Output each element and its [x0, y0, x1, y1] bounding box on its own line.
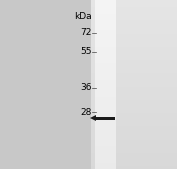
- Bar: [95, 0, 115, 169]
- Bar: [95, 117, 115, 120]
- Text: 55: 55: [81, 47, 92, 56]
- Text: 28: 28: [81, 108, 92, 117]
- Text: kDa: kDa: [74, 12, 92, 21]
- Text: 36: 36: [81, 83, 92, 92]
- Bar: [91, 0, 177, 169]
- Text: 72: 72: [81, 28, 92, 38]
